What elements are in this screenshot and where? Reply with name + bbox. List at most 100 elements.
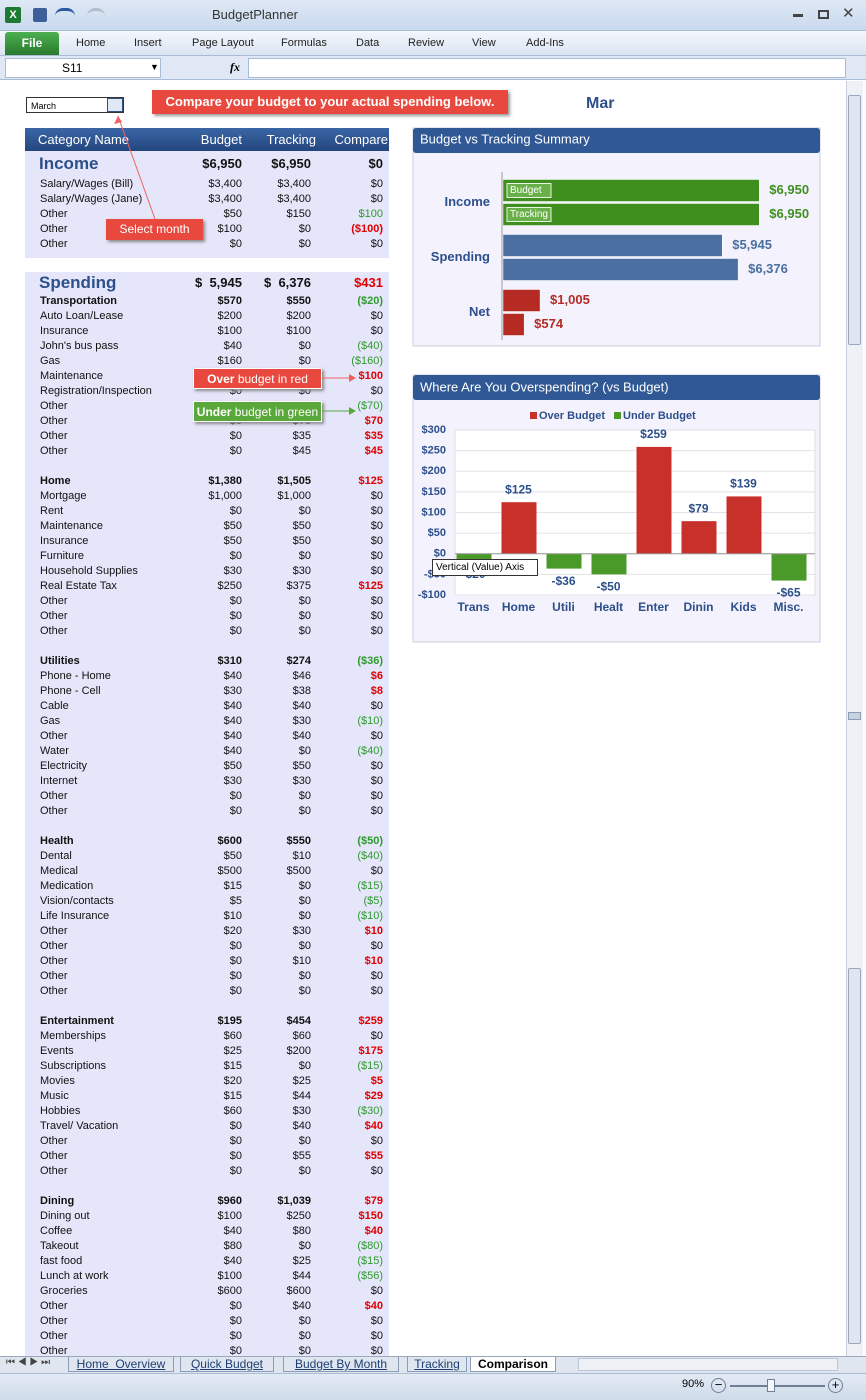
- row-tracking: $0: [298, 910, 311, 922]
- sheet-tab[interactable]: Comparison: [470, 1357, 556, 1372]
- file-tab[interactable]: File: [5, 32, 59, 55]
- row-compare: ($15): [357, 1060, 383, 1072]
- row-tracking: $40: [292, 1300, 311, 1312]
- row-label: Phone - Cell: [40, 685, 101, 697]
- row-label: Dining out: [40, 1210, 90, 1222]
- ribbon-tab[interactable]: Data: [356, 37, 380, 49]
- horizontal-scrollbar[interactable]: [578, 1358, 838, 1371]
- sheet-tab[interactable]: Home Overview: [68, 1357, 174, 1372]
- group-budget: $195: [217, 1015, 242, 1027]
- row-budget: $0: [229, 625, 242, 637]
- row-compare: $125: [358, 580, 383, 592]
- row-budget: $0: [229, 430, 242, 442]
- callout-under: Under budget in green: [193, 401, 322, 422]
- row-compare: $175: [358, 1045, 383, 1057]
- row-compare: $0: [370, 178, 383, 190]
- row-label: Travel/ Vacation: [40, 1120, 119, 1132]
- row-tracking: $0: [298, 1135, 311, 1147]
- row-label: Other: [40, 1150, 68, 1162]
- tab-nav[interactable]: ⏮ ◀ ▶ ⏭: [6, 1357, 51, 1368]
- section-compare: $0: [368, 156, 383, 171]
- row-compare: $0: [370, 1345, 383, 1357]
- section-compare: $431: [354, 275, 383, 290]
- excel-icon[interactable]: X: [5, 7, 21, 23]
- ribbon-tab[interactable]: Insert: [134, 37, 162, 49]
- row-budget: $100: [217, 325, 242, 337]
- scroll-split[interactable]: [848, 712, 861, 720]
- row-tracking: $55: [292, 1150, 311, 1162]
- name-box-arrow[interactable]: ▼: [150, 62, 159, 72]
- callout-text: budget in green: [231, 405, 319, 419]
- formula-input[interactable]: [248, 58, 846, 78]
- row-tracking: $200: [286, 1045, 311, 1057]
- row-tracking: $0: [298, 985, 311, 997]
- row-compare: ($80): [357, 1240, 383, 1252]
- row-label: Gas: [40, 355, 61, 367]
- section-tracking: $ 6,376: [264, 275, 311, 290]
- group-compare: ($50): [357, 835, 383, 847]
- row-tracking: $0: [298, 1165, 311, 1177]
- row-compare: ($5): [363, 895, 383, 907]
- row-compare: ($10): [357, 715, 383, 727]
- row-compare: $45: [364, 445, 383, 457]
- row-compare: $0: [370, 1165, 383, 1177]
- row-budget: $100: [217, 223, 242, 235]
- month-select[interactable]: March: [26, 97, 124, 113]
- minimize[interactable]: [793, 14, 803, 17]
- row-budget: $0: [229, 1165, 242, 1177]
- undo-icon[interactable]: [55, 8, 75, 22]
- ribbon-tab[interactable]: View: [472, 37, 496, 49]
- row-label: Insurance: [40, 325, 89, 337]
- row-budget: $30: [223, 775, 242, 787]
- fx-button[interactable]: fx: [230, 60, 240, 74]
- row-compare: ($15): [357, 1255, 383, 1267]
- row-budget: $0: [229, 970, 242, 982]
- row-tracking: $30: [292, 565, 311, 577]
- group-budget: $570: [217, 295, 242, 307]
- save-icon[interactable]: [33, 8, 47, 22]
- row-compare: $0: [370, 325, 383, 337]
- row-budget: $3,400: [208, 193, 242, 205]
- row-budget: $15: [223, 1060, 242, 1072]
- scroll-thumb[interactable]: [848, 95, 861, 345]
- row-tracking: $3,400: [277, 193, 311, 205]
- group-tracking: $274: [286, 655, 311, 667]
- row-budget: $0: [229, 550, 242, 562]
- name-box[interactable]: [5, 58, 161, 78]
- ribbon-tab[interactable]: Formulas: [281, 37, 327, 49]
- row-label: Other: [40, 970, 68, 982]
- row-compare: ($40): [357, 340, 383, 352]
- row-compare: $40: [364, 1120, 383, 1132]
- zoom-in[interactable]: +: [828, 1378, 843, 1393]
- sheet-tab[interactable]: Tracking: [407, 1357, 467, 1372]
- row-budget: $50: [223, 535, 242, 547]
- zoom-out[interactable]: −: [711, 1378, 726, 1393]
- row-label: Salary/Wages (Jane): [40, 193, 143, 205]
- redo-icon[interactable]: [87, 8, 105, 22]
- ribbon-tab[interactable]: Page Layout: [192, 37, 254, 49]
- close[interactable]: ✕: [842, 5, 855, 22]
- row-compare: $70: [364, 415, 383, 427]
- sheet-tab[interactable]: Budget By Month: [283, 1357, 399, 1372]
- row-compare: $0: [370, 520, 383, 532]
- ribbon-tab[interactable]: Home: [76, 37, 106, 49]
- ribbon-tab[interactable]: Add-Ins: [526, 37, 564, 49]
- zoom-handle[interactable]: [767, 1379, 775, 1392]
- row-budget: $3,400: [208, 178, 242, 190]
- maximize[interactable]: [818, 10, 829, 19]
- row-label: Other: [40, 730, 68, 742]
- row-label: Mortgage: [40, 490, 87, 502]
- ribbon-tab[interactable]: Review: [408, 37, 445, 49]
- row-tracking: $45: [292, 445, 311, 457]
- row-tracking: $500: [286, 865, 311, 877]
- row-tracking: $50: [292, 760, 311, 772]
- row-label: Auto Loan/Lease: [40, 310, 124, 322]
- zoom-slider[interactable]: [730, 1385, 825, 1387]
- row-label: Takeout: [40, 1240, 79, 1252]
- group-compare: ($20): [357, 295, 383, 307]
- scroll-thumb-lower[interactable]: [848, 968, 861, 1344]
- sheet-tab[interactable]: Quick Budget: [180, 1357, 274, 1372]
- row-budget: $20: [223, 1075, 242, 1087]
- month-select-arrow[interactable]: [107, 98, 123, 112]
- row-budget: $500: [217, 865, 242, 877]
